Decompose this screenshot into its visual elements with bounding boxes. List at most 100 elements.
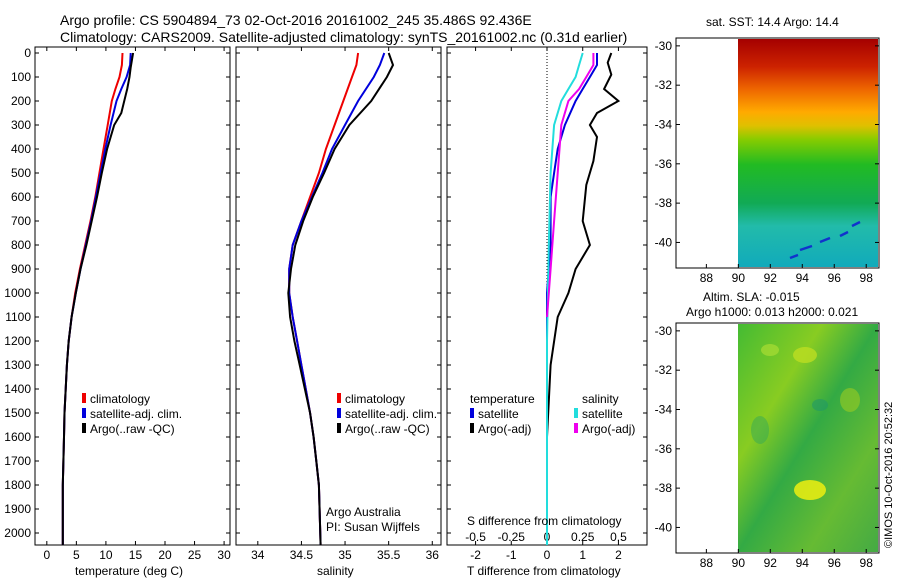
depth-tick-label: 700 — [11, 214, 31, 228]
lon-tick-label: 96 — [828, 556, 842, 570]
lon-tick-label: 98 — [860, 271, 874, 285]
legend-entry: Argo(..raw -QC) — [337, 422, 437, 437]
legend-entry: satellite — [470, 407, 535, 422]
series-line — [61, 52, 135, 545]
depth-tick-label: 100 — [11, 70, 31, 84]
depth-tick-label: 1000 — [4, 286, 31, 300]
sst-map-title: sat. SST: 14.4 Argo: 14.4 — [706, 15, 839, 29]
salinity-panel-frame — [235, 46, 442, 546]
depth-tick-label: 1800 — [4, 478, 31, 492]
sla-map — [675, 322, 880, 554]
series-line — [287, 52, 395, 546]
salinity-plot: 34 34.5 35 35.5 36 — [236, 47, 441, 562]
lat-tick-label: -38 — [655, 196, 673, 210]
lat-tick-label: -30 — [655, 39, 673, 53]
x-tick-label: -1 — [506, 548, 517, 562]
lon-tick-label: 96 — [828, 271, 842, 285]
lon-tick-label: 98 — [860, 556, 874, 570]
series-line — [546, 52, 621, 545]
legend-entry: satellite-adj. clim. — [82, 407, 182, 422]
legend-swatch — [470, 408, 474, 418]
depth-tick-label: 1300 — [4, 358, 31, 372]
difference-salinity-legend: salinity satellite Argo(-adj) — [574, 392, 635, 437]
legend-label: Argo(..raw -QC) — [345, 422, 430, 436]
depth-tick-label: 1500 — [4, 406, 31, 420]
lat-tick-label: -40 — [655, 520, 673, 534]
legend-label: Argo(-adj) — [478, 422, 532, 436]
lon-tick-label: 94 — [796, 271, 810, 285]
depth-tick-label: 900 — [11, 262, 31, 276]
depth-tick-label: 200 — [11, 94, 31, 108]
legend-swatch — [82, 423, 86, 433]
x-tick-label: -2 — [470, 548, 481, 562]
legend-label: Argo(..raw -QC) — [90, 422, 175, 436]
legend-swatch — [337, 393, 341, 403]
sla-map-title-2: Argo h1000: 0.013 h2000: 0.021 — [686, 305, 859, 319]
series-line — [546, 53, 595, 318]
legend-label: satellite-adj. clim. — [345, 407, 438, 421]
x-tick-label: 0 — [544, 548, 551, 562]
legend-entry: climatology — [82, 392, 182, 407]
depth-tick-label: 1900 — [4, 502, 31, 516]
sla-map-title-1: Altim. SLA: -0.015 — [703, 290, 800, 304]
salinity-diff-tick-label: 0.25 — [571, 530, 595, 544]
legend-entry: Argo(-adj) — [574, 422, 635, 437]
depth-tick-label: 500 — [11, 166, 31, 180]
x-tick-label: 0 — [43, 548, 50, 562]
x-tick-label: 36 — [426, 548, 440, 562]
legend-swatch — [82, 393, 86, 403]
lon-tick-label: 90 — [732, 271, 746, 285]
x-tick-label: 35 — [338, 548, 352, 562]
legend-entry: Argo(-adj) — [470, 422, 535, 437]
x-tick-label: 35.5 — [377, 548, 401, 562]
legend-swatch — [574, 423, 578, 433]
title-line-2: Climatology: CARS2009. Satellite-adjuste… — [60, 29, 628, 45]
lat-tick-label: -34 — [655, 402, 673, 416]
x-tick-label: 10 — [99, 548, 113, 562]
depth-tick-label: 0 — [24, 46, 31, 60]
temperature-legend: climatology satellite-adj. clim. Argo(..… — [82, 392, 182, 437]
difference-xlabel: T difference from climatology — [467, 564, 621, 578]
legend-swatch — [337, 408, 341, 418]
legend-swatch — [82, 408, 86, 418]
lat-tick-label: -30 — [655, 324, 673, 338]
depth-tick-label: 1700 — [4, 454, 31, 468]
legend-entry: satellite-adj. clim. — [337, 407, 437, 422]
lon-tick-label: 88 — [700, 271, 714, 285]
depth-tick-label: 600 — [11, 190, 31, 204]
x-tick-label: 5 — [73, 548, 80, 562]
depth-tick-label: 300 — [11, 118, 31, 132]
argo-australia-note: Argo Australia — [326, 505, 401, 519]
legend-entry: satellite — [574, 407, 635, 422]
lat-tick-label: -40 — [655, 235, 673, 249]
depth-tick-label: 1100 — [5, 310, 31, 324]
salinity-diff-tick-label: -0.25 — [498, 530, 526, 544]
lon-tick-label: 90 — [732, 556, 746, 570]
x-tick-label: 20 — [158, 548, 172, 562]
legend-entry: climatology — [337, 392, 437, 407]
x-tick-label: 34 — [251, 548, 265, 562]
depth-tick-label: 1600 — [4, 430, 31, 444]
x-tick-label: 2 — [615, 548, 622, 562]
lat-tick-label: -36 — [655, 157, 673, 171]
sst-map — [675, 37, 880, 269]
x-tick-label: 25 — [188, 548, 202, 562]
legend-swatch — [574, 408, 578, 418]
legend-title: salinity — [582, 392, 619, 406]
lon-tick-label: 88 — [700, 556, 714, 570]
lon-tick-label: 94 — [796, 556, 810, 570]
sst-map-axes: -30 -32 -34 -36 -38 -40 88 90 92 94 96 98 — [655, 39, 879, 285]
pi-note: PI: Susan Wijffels — [326, 520, 420, 534]
temperature-plot: 0100200300400500600700800900100011001200… — [4, 46, 231, 562]
legend-label: satellite — [582, 407, 623, 421]
series-line — [546, 52, 584, 545]
title-line-1: Argo profile: CS 5904894_73 02-Oct-2016 … — [60, 12, 532, 28]
salinity-xlabel: salinity — [317, 564, 354, 578]
depth-tick-label: 400 — [11, 142, 31, 156]
legend-entry: Argo(..raw -QC) — [82, 422, 182, 437]
lon-tick-label: 92 — [764, 556, 778, 570]
temperature-panel-frame — [34, 46, 231, 546]
temperature-xlabel: temperature (deg C) — [75, 564, 184, 578]
legend-label: Argo(-adj) — [582, 422, 636, 436]
